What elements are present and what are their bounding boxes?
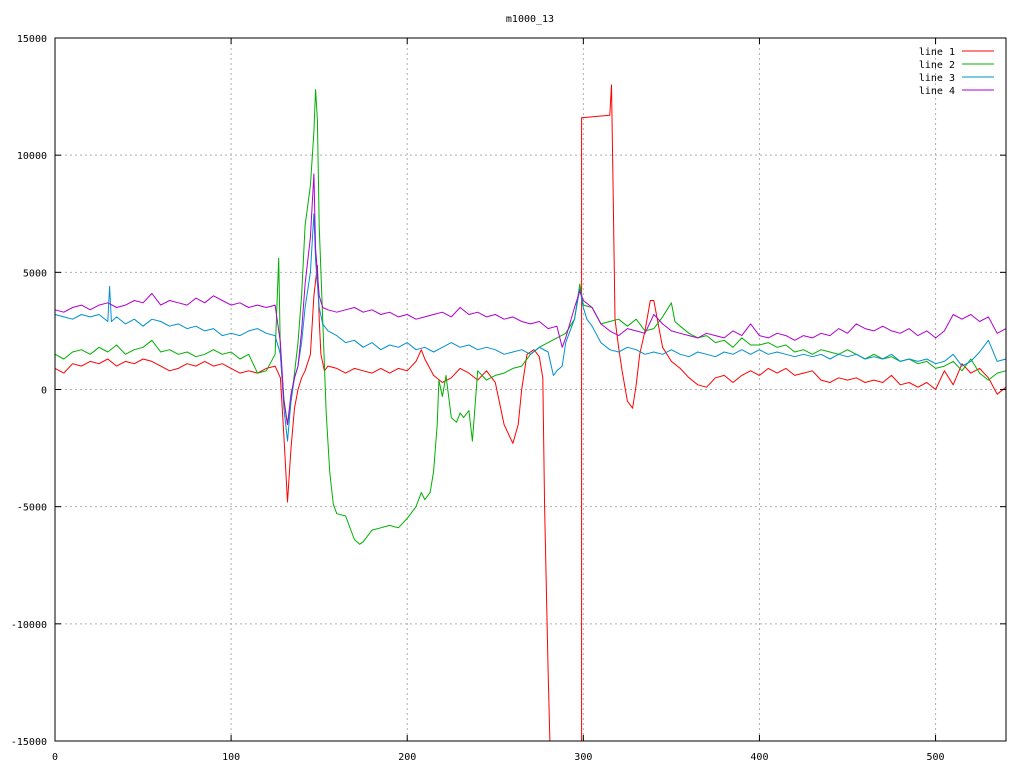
y-tick-label: 15000: [17, 34, 47, 45]
y-tick-label: -15000: [11, 737, 47, 748]
x-tick-label: 100: [222, 752, 240, 763]
grid: [55, 38, 1006, 741]
series-line-2: [54, 89, 1007, 545]
legend-label-4: line 4: [919, 86, 955, 97]
y-tick-label: 5000: [23, 268, 47, 279]
series-group: [54, 84, 1007, 742]
series-line-3: [54, 213, 1007, 442]
y-tick-label: -10000: [11, 620, 47, 631]
legend-label-1: line 1: [919, 47, 955, 58]
series-line-4: [54, 173, 1007, 426]
legend-label-2: line 2: [919, 60, 955, 71]
series-line-1: [54, 84, 1007, 742]
x-tick-label: 300: [574, 752, 592, 763]
y-tick-label: 10000: [17, 151, 47, 162]
y-tick-label: -5000: [17, 503, 47, 514]
x-tick-label: 200: [398, 752, 416, 763]
y-tick-label: 0: [41, 386, 47, 397]
legend-label-3: line 3: [919, 73, 955, 84]
x-tick-label: 500: [927, 752, 945, 763]
axis-ticks: 0 100 200 300 400 500 -15000 -10000 -5000 0 5000 10…: [11, 34, 1006, 763]
legend: line 1 line 2 line 3 line 4: [919, 47, 994, 97]
x-tick-label: 400: [750, 752, 768, 763]
chart-title: m1000_13: [506, 14, 554, 25]
x-tick-label: 0: [52, 752, 58, 763]
